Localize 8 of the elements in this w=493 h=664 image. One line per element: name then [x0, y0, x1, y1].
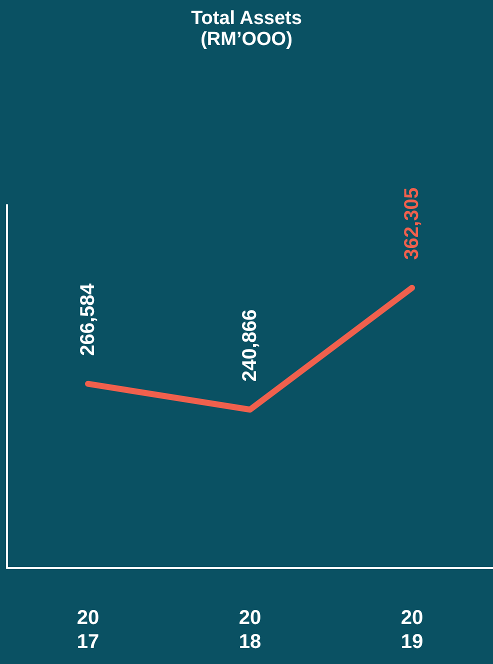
x-tick-label: 2019 [400, 607, 424, 653]
chart-subtitle: (RM’OOO) [200, 29, 292, 50]
data-label: 362,305 [401, 188, 423, 260]
chart-title: Total Assets [191, 8, 302, 29]
x-tick-label: 2017 [76, 607, 100, 653]
data-label: 240,866 [239, 309, 261, 382]
x-tick-label: 2018 [238, 607, 262, 653]
data-label: 266,584 [77, 282, 99, 356]
